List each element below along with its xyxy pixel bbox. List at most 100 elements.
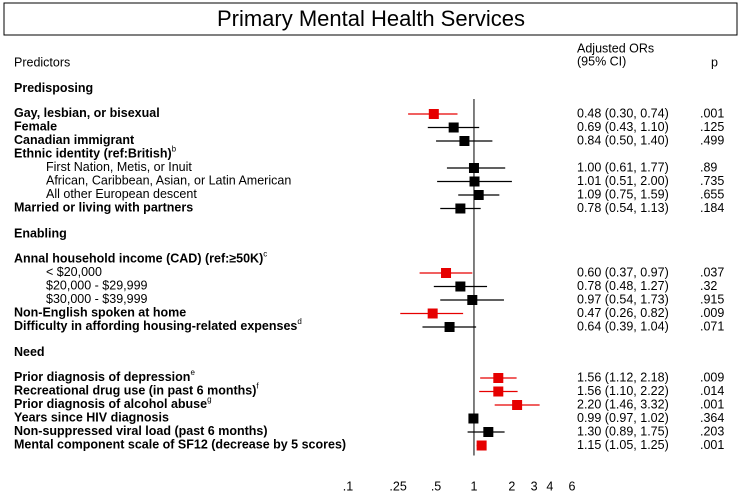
p-value: .009 xyxy=(700,370,724,384)
row-label-text: Enabling xyxy=(14,227,67,241)
row-label-text: Prior diagnosis of depression xyxy=(14,370,190,384)
estimate-marker xyxy=(441,268,452,278)
row-label-text: Mental component scale of SF12 (decrease… xyxy=(14,438,346,452)
row-label-text: All other European descent xyxy=(46,187,197,201)
p-value: .009 xyxy=(700,306,724,320)
title-box xyxy=(3,2,738,36)
row-label-text: Annal household income (CAD) (ref:≥50K) xyxy=(14,252,263,266)
row-label: All other European descent xyxy=(46,187,197,201)
p-value: .001 xyxy=(700,397,724,411)
row-label-text: Ethnic identity (ref:British) xyxy=(14,147,172,161)
p-value: .203 xyxy=(700,424,724,438)
p-value: .001 xyxy=(700,438,724,452)
row-label: Annal household income (CAD) (ref:≥50K)c xyxy=(14,250,267,266)
row-label: Years since HIV diagnosis xyxy=(14,411,169,425)
x-tick-label: .5 xyxy=(431,479,441,493)
p-value: .001 xyxy=(700,106,724,120)
row-label: Female xyxy=(14,120,57,134)
row-label: $20,000 - $29,999 xyxy=(46,279,148,293)
p-value: .655 xyxy=(700,187,724,201)
chart-title: Primary Mental Health Services xyxy=(217,6,525,31)
row-label-text: First Nation, Metis, or Inuit xyxy=(46,160,192,174)
footnote-mark: g xyxy=(207,395,211,404)
x-tick-label: 1 xyxy=(470,479,477,493)
row-label-text: African, Caribbean, Asian, or Latin Amer… xyxy=(46,174,291,188)
x-tick-label: .1 xyxy=(343,479,353,493)
row-label: < $20,000 xyxy=(46,265,102,279)
p-value: .364 xyxy=(700,411,724,425)
row-label: African, Caribbean, Asian, or Latin Amer… xyxy=(46,174,291,188)
p-value: .071 xyxy=(700,319,724,333)
ci-label: 1.30 (0.89, 1.75) xyxy=(577,424,669,438)
estimate-marker xyxy=(427,308,438,319)
row-label-text: Recreational drug use (in past 6 months) xyxy=(14,384,256,398)
row-label-text: Predisposing xyxy=(14,81,93,95)
estimate-marker xyxy=(455,203,466,214)
row-label: Prior diagnosis of alcohol abuseg xyxy=(14,395,212,411)
header-estimate: (95% CI) xyxy=(577,54,626,68)
row-label: Gay, lesbian, or bisexual xyxy=(14,106,160,120)
header-estimate: Adjusted ORs xyxy=(577,41,654,55)
estimate-marker xyxy=(468,163,479,173)
estimate-marker xyxy=(455,281,466,292)
estimate-marker xyxy=(448,122,459,133)
estimate-marker xyxy=(483,427,494,437)
row-label: Enabling xyxy=(14,227,67,241)
ci-label: 0.69 (0.43, 1.10) xyxy=(577,120,669,134)
row-label-text: < $20,000 xyxy=(46,265,102,279)
row-label: Prior diagnosis of depressione xyxy=(14,368,195,384)
x-tick-label: 3 xyxy=(531,479,538,493)
footnote-mark: c xyxy=(263,250,267,259)
footnote-mark: b xyxy=(172,145,177,154)
row-label: Mental component scale of SF12 (decrease… xyxy=(14,438,346,452)
x-tick-label: 2 xyxy=(508,479,515,493)
footnote-mark: d xyxy=(297,317,301,326)
p-value: .32 xyxy=(700,279,717,293)
ci-label: 1.00 (0.61, 1.77) xyxy=(577,160,669,174)
estimate-marker xyxy=(428,109,439,119)
estimate-marker xyxy=(469,176,480,187)
ci-label: 0.64 (0.39, 1.04) xyxy=(577,319,669,333)
row-label: Ethnic identity (ref:British)b xyxy=(14,145,177,161)
p-value: .184 xyxy=(700,201,724,215)
estimate-marker xyxy=(467,295,478,305)
estimate-marker xyxy=(468,413,479,424)
estimate-marker xyxy=(476,440,487,451)
p-value: .735 xyxy=(700,174,724,188)
row-label-text: Gay, lesbian, or bisexual xyxy=(14,106,160,120)
ci-label: 0.99 (0.97, 1.02) xyxy=(577,411,669,425)
row-label-text: Non-English spoken at home xyxy=(14,306,186,320)
row-label-text: $30,000 - $39,999 xyxy=(46,292,148,306)
row-label: Difficulty in affording housing-related … xyxy=(14,317,302,333)
ci-label: 0.60 (0.37, 0.97) xyxy=(577,265,669,279)
row-label-text: Difficulty in affording housing-related … xyxy=(14,319,297,333)
x-tick-label: 4 xyxy=(546,479,553,493)
row-label: Married or living with partners xyxy=(14,201,193,215)
estimate-marker xyxy=(459,136,470,146)
footnote-mark: f xyxy=(256,382,259,391)
p-value: .499 xyxy=(700,133,724,147)
row-label-text: Non-suppressed viral load (past 6 months… xyxy=(14,424,268,438)
header-p: p xyxy=(711,55,718,69)
row-label-text: Prior diagnosis of alcohol abuse xyxy=(14,397,207,411)
footnote-mark: e xyxy=(190,368,195,377)
header-predictors: Predictors xyxy=(14,55,70,69)
row-label: Canadian immigrant xyxy=(14,133,135,147)
ci-label: 0.78 (0.48, 1.27) xyxy=(577,279,669,293)
row-label: First Nation, Metis, or Inuit xyxy=(46,160,192,174)
ci-label: 0.84 (0.50, 1.40) xyxy=(577,133,669,147)
ci-label: 1.15 (1.05, 1.25) xyxy=(577,438,669,452)
estimate-marker xyxy=(512,400,523,410)
row-label: Recreational drug use (in past 6 months)… xyxy=(14,382,259,398)
row-label: Predisposing xyxy=(14,81,93,95)
ci-label: 0.97 (0.54, 1.73) xyxy=(577,292,669,306)
estimate-marker xyxy=(493,386,504,397)
row-label: Non-English spoken at home xyxy=(14,306,186,320)
ci-label: 1.01 (0.51, 2.00) xyxy=(577,174,669,188)
ci-label: 1.56 (1.12, 2.18) xyxy=(577,370,669,384)
ci-label: 0.47 (0.26, 0.82) xyxy=(577,306,669,320)
estimate-marker xyxy=(473,190,484,200)
row-label-text: $20,000 - $29,999 xyxy=(46,279,148,293)
p-value: .125 xyxy=(700,120,724,134)
